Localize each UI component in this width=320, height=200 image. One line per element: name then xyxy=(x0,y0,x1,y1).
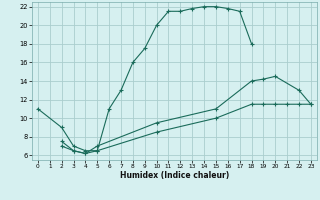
X-axis label: Humidex (Indice chaleur): Humidex (Indice chaleur) xyxy=(120,171,229,180)
